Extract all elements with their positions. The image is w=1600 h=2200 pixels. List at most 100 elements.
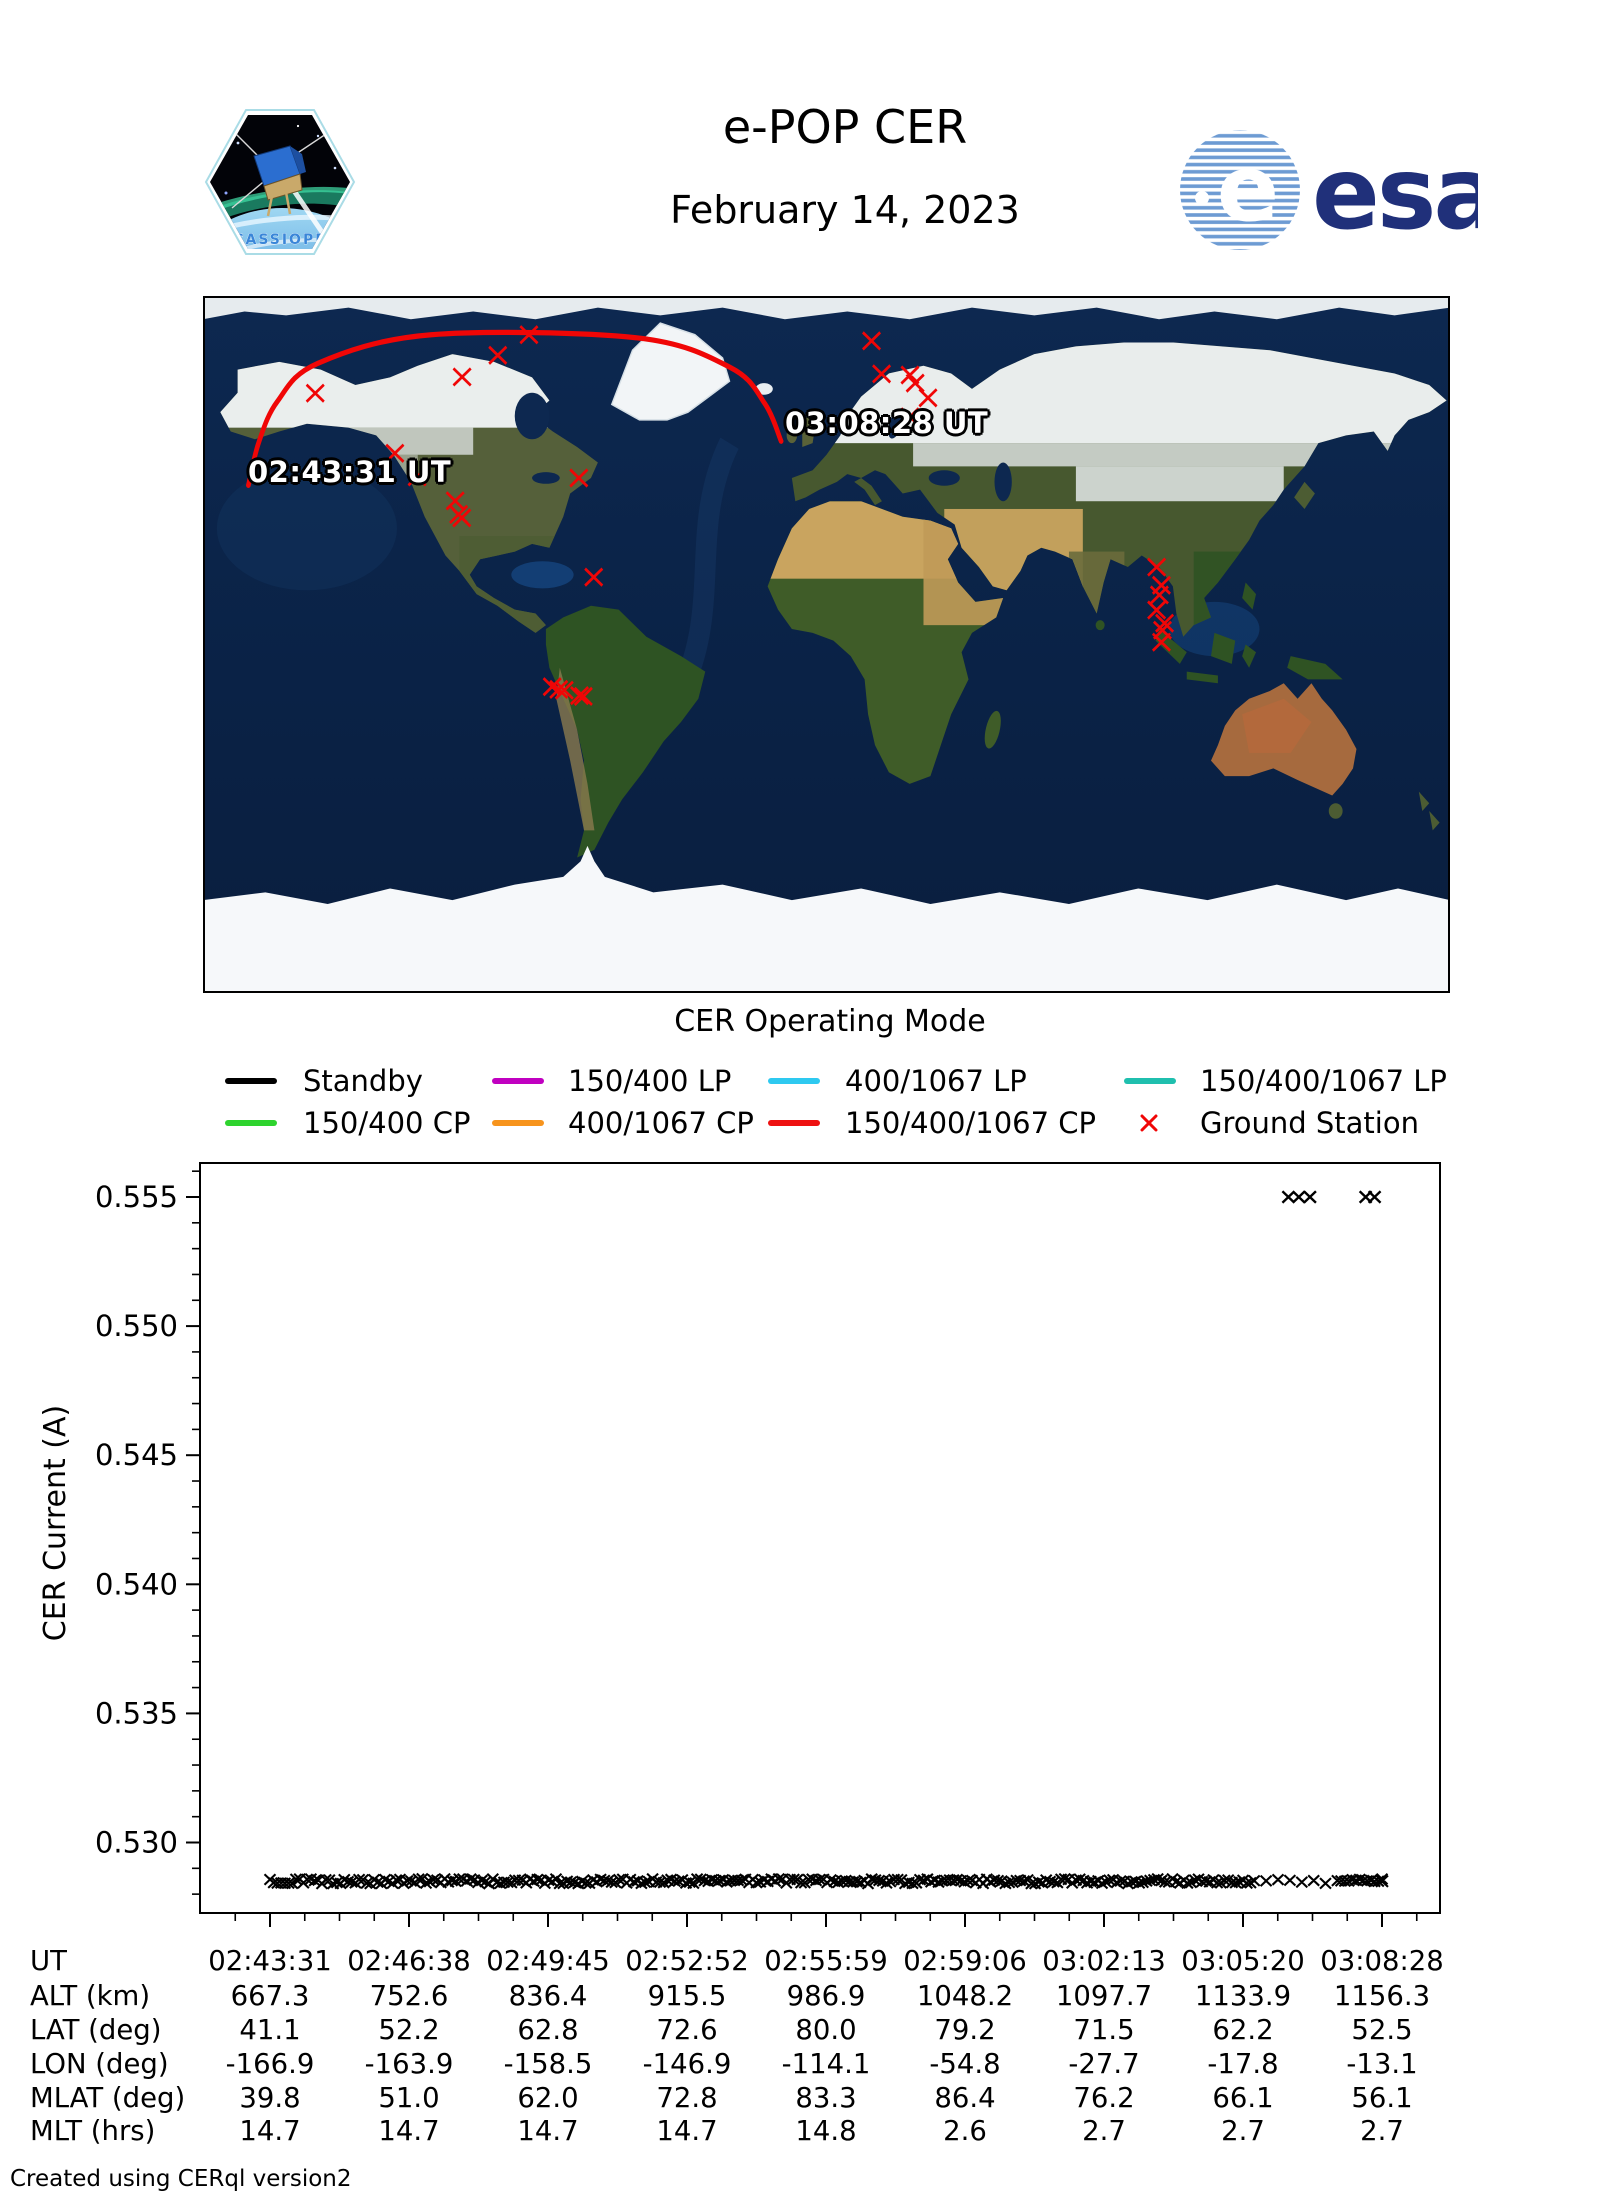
table-cell: 03:02:13 — [1042, 1945, 1166, 1977]
table-cell: 52.5 — [1351, 2014, 1413, 2046]
caribbean-shallows — [511, 561, 574, 589]
table-cell: 79.2 — [934, 2014, 996, 2046]
table-cell: 1097.7 — [1055, 1980, 1153, 2012]
madagascar — [984, 710, 1001, 749]
table-cell: 836.4 — [508, 1980, 588, 2012]
table-cell: 14.7 — [378, 2115, 440, 2147]
table-row-label: MLT (hrs) — [30, 2115, 156, 2147]
table-row-label: UT — [30, 1945, 67, 1977]
great-lakes — [532, 472, 560, 484]
table-cell: 1156.3 — [1333, 1980, 1431, 2012]
150-400-cp-line-swatch — [225, 1120, 277, 1126]
page-subtitle-row: February 14, 2023 — [0, 188, 1600, 232]
table-cell: 39.8 — [239, 2082, 301, 2114]
table-cell: -27.7 — [1068, 2048, 1140, 2080]
ground-station-x-icon — [1140, 1114, 1158, 1132]
y-tick-label: 0.530 — [95, 1826, 178, 1860]
aurora-band — [210, 190, 350, 230]
table-cell: -17.8 — [1207, 2048, 1279, 2080]
tasmania — [1328, 803, 1343, 819]
table-cell: 986.9 — [786, 1980, 866, 2012]
150-400-lp-line-swatch — [492, 1078, 544, 1084]
satellite-graphic — [227, 125, 327, 217]
greenland — [610, 322, 731, 421]
world-map — [203, 296, 1450, 993]
table-cell: 02:59:06 — [903, 1945, 1027, 1977]
antarctica — [203, 845, 1450, 993]
table-cell: 915.5 — [647, 1980, 727, 2012]
ground-station-markers — [305, 325, 1175, 706]
150-400-1067-cp-line-swatch — [768, 1120, 820, 1126]
table-cell: 1048.2 — [916, 1980, 1014, 2012]
y-tick-label: 0.540 — [95, 1567, 178, 1601]
table-cell: 72.6 — [656, 2014, 718, 2046]
satellite-track — [246, 329, 784, 488]
page-title: e-POP CER — [722, 100, 968, 154]
table-cell: 76.2 — [1073, 2082, 1135, 2114]
table-cell: 62.0 — [517, 2082, 579, 2114]
table-cell: 72.8 — [656, 2082, 718, 2114]
esa-globe-icon: e — [1180, 130, 1300, 250]
table-cell: 62.2 — [1212, 2014, 1274, 2046]
table-cell: 62.8 — [517, 2014, 579, 2046]
black-sea — [928, 470, 960, 486]
sri-lanka — [1095, 620, 1105, 631]
table-cell: 51.0 — [378, 2082, 440, 2114]
sumatra — [1155, 629, 1187, 664]
legend-title: CER Operating Mode — [674, 1004, 986, 1039]
legend-item-150-400-1067-cp: 150/400/1067 CP — [768, 1106, 1096, 1140]
table-cell: 66.1 — [1212, 2082, 1274, 2114]
table-cell: 02:49:45 — [486, 1945, 610, 1977]
table-cell: 03:08:28 — [1320, 1945, 1444, 1977]
table-cell: 14.7 — [517, 2115, 579, 2147]
table-cell: 02:52:52 — [625, 1945, 749, 1977]
table-row-label: LAT (deg) — [30, 2014, 162, 2046]
table-cell: 56.1 — [1351, 2082, 1413, 2114]
table-cell: 2.7 — [1082, 2115, 1126, 2147]
400-1067-cp-line-swatch — [492, 1120, 544, 1126]
philippines — [1242, 582, 1257, 610]
new-zealand — [1418, 791, 1440, 831]
table-cell: 02:43:31 — [208, 1945, 332, 1977]
ireland — [786, 427, 798, 444]
table-cell: 752.6 — [369, 1980, 449, 2012]
legend-item-400-1067-cp: 400/1067 CP — [492, 1106, 754, 1140]
table-cell: -163.9 — [364, 2048, 454, 2080]
table-cell: 03:05:20 — [1181, 1945, 1305, 1977]
table-cell: -54.8 — [929, 2048, 1001, 2080]
britain — [802, 416, 817, 448]
table-cell: 41.1 — [239, 2014, 301, 2046]
y-tick-label: 0.550 — [95, 1309, 178, 1343]
esa-globe-e: e — [1217, 135, 1279, 242]
baltic-sea — [888, 409, 904, 439]
table-cell: 14.7 — [656, 2115, 718, 2147]
table-cell: 80.0 — [795, 2014, 857, 2046]
legend-item-400-1067-lp: 400/1067 LP — [768, 1064, 1027, 1098]
track-path — [246, 329, 784, 488]
table-row-label: MLAT (deg) — [30, 2082, 186, 2114]
andes — [556, 667, 595, 831]
standby-band-markers — [263, 1872, 1389, 1890]
table-cell: 83.3 — [795, 2082, 857, 2114]
page-title-row: e-POP CER — [0, 100, 1600, 154]
borneo — [1210, 632, 1236, 664]
legend-item-150-400-lp: 150/400 LP — [492, 1064, 731, 1098]
table-cell: -158.5 — [503, 2048, 593, 2080]
table-cell: -114.1 — [781, 2048, 871, 2080]
plot-frame — [199, 1162, 1441, 1914]
table-cell: 52.2 — [378, 2014, 440, 2046]
high-excursion-markers — [1281, 1190, 1382, 1204]
cassiope-mission-patch: CASSIOPE — [204, 109, 356, 255]
legend-item-150-400-cp: 150/400 CP — [225, 1106, 470, 1140]
legend-item-standby: Standby — [225, 1064, 423, 1098]
table-row-label: ALT (km) — [30, 1980, 151, 2012]
arctic-ice — [203, 296, 1450, 320]
table-cell: 71.5 — [1073, 2014, 1135, 2046]
table-cell: 14.8 — [795, 2115, 857, 2147]
400-1067-lp-line-swatch — [768, 1078, 820, 1084]
new-guinea — [1287, 656, 1343, 680]
table-cell: -13.1 — [1346, 2048, 1418, 2080]
table-cell: 14.7 — [239, 2115, 301, 2147]
legend-item-150-400-1067-lp: 150/400/1067 LP — [1124, 1064, 1447, 1098]
150-400-1067-lp-line-swatch — [1124, 1078, 1176, 1084]
